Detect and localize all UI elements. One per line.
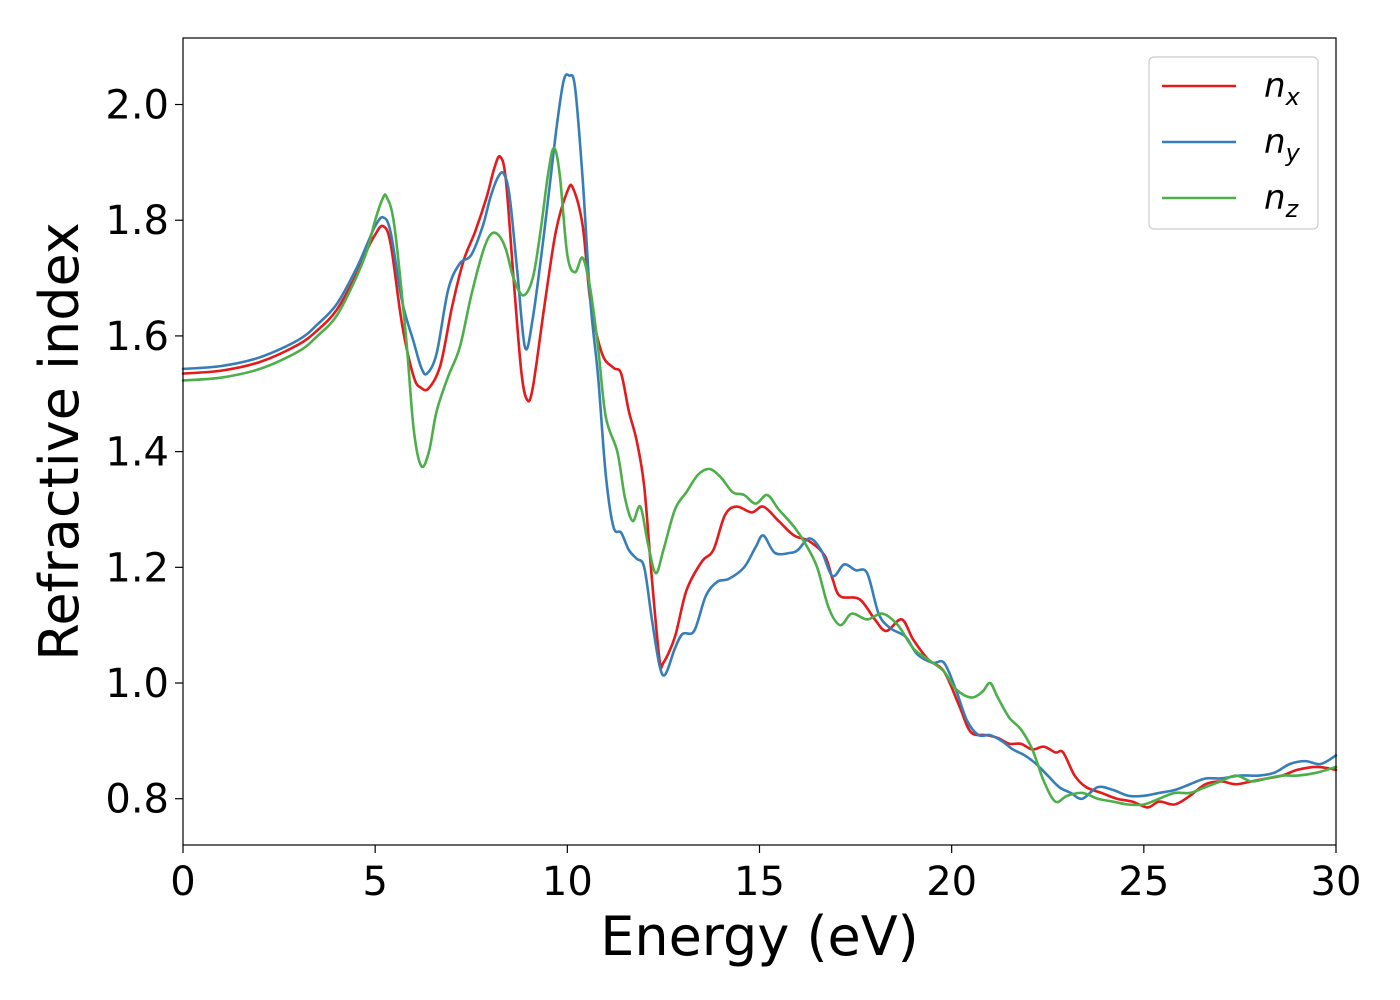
plot-area [181,37,1338,846]
legend-item: nx [1162,66,1301,111]
y-tick-label: 2.0 [105,83,169,129]
legend: nx ny nz [1148,56,1319,230]
y-tick-label: 1.2 [105,545,169,591]
y-axis-label: Refractive index [28,222,91,661]
series-line-ny [181,73,1338,801]
x-tick-label: 5 [362,859,387,905]
y-axis-ticks: 0.8 1.0 1.2 1.4 1.6 1.8 2.0 [105,83,183,823]
y-tick-label: 1.8 [105,198,169,244]
x-tick-label: 30 [1311,859,1362,905]
legend-item: nz [1162,178,1300,223]
x-axis-ticks: 0 5 10 15 20 25 30 [170,845,1361,905]
x-tick-label: 15 [734,859,785,905]
x-tick-label: 25 [1118,859,1169,905]
y-tick-label: 0.8 [105,777,169,823]
y-tick-label: 1.0 [105,661,169,707]
legend-label: ny [1264,122,1301,167]
legend-label: nx [1264,66,1301,111]
series-line-nx [181,154,1338,809]
x-axis-label: Energy (eV) [600,905,919,968]
x-tick-label: 10 [542,859,593,905]
x-tick-label: 0 [170,859,195,905]
series-layer [181,73,1338,809]
y-tick-label: 1.4 [105,430,169,476]
legend-item: ny [1162,122,1301,167]
series-line-nz [181,146,1338,807]
y-tick-label: 1.6 [105,314,169,360]
x-tick-label: 20 [926,859,977,905]
legend-label: nz [1264,178,1300,223]
